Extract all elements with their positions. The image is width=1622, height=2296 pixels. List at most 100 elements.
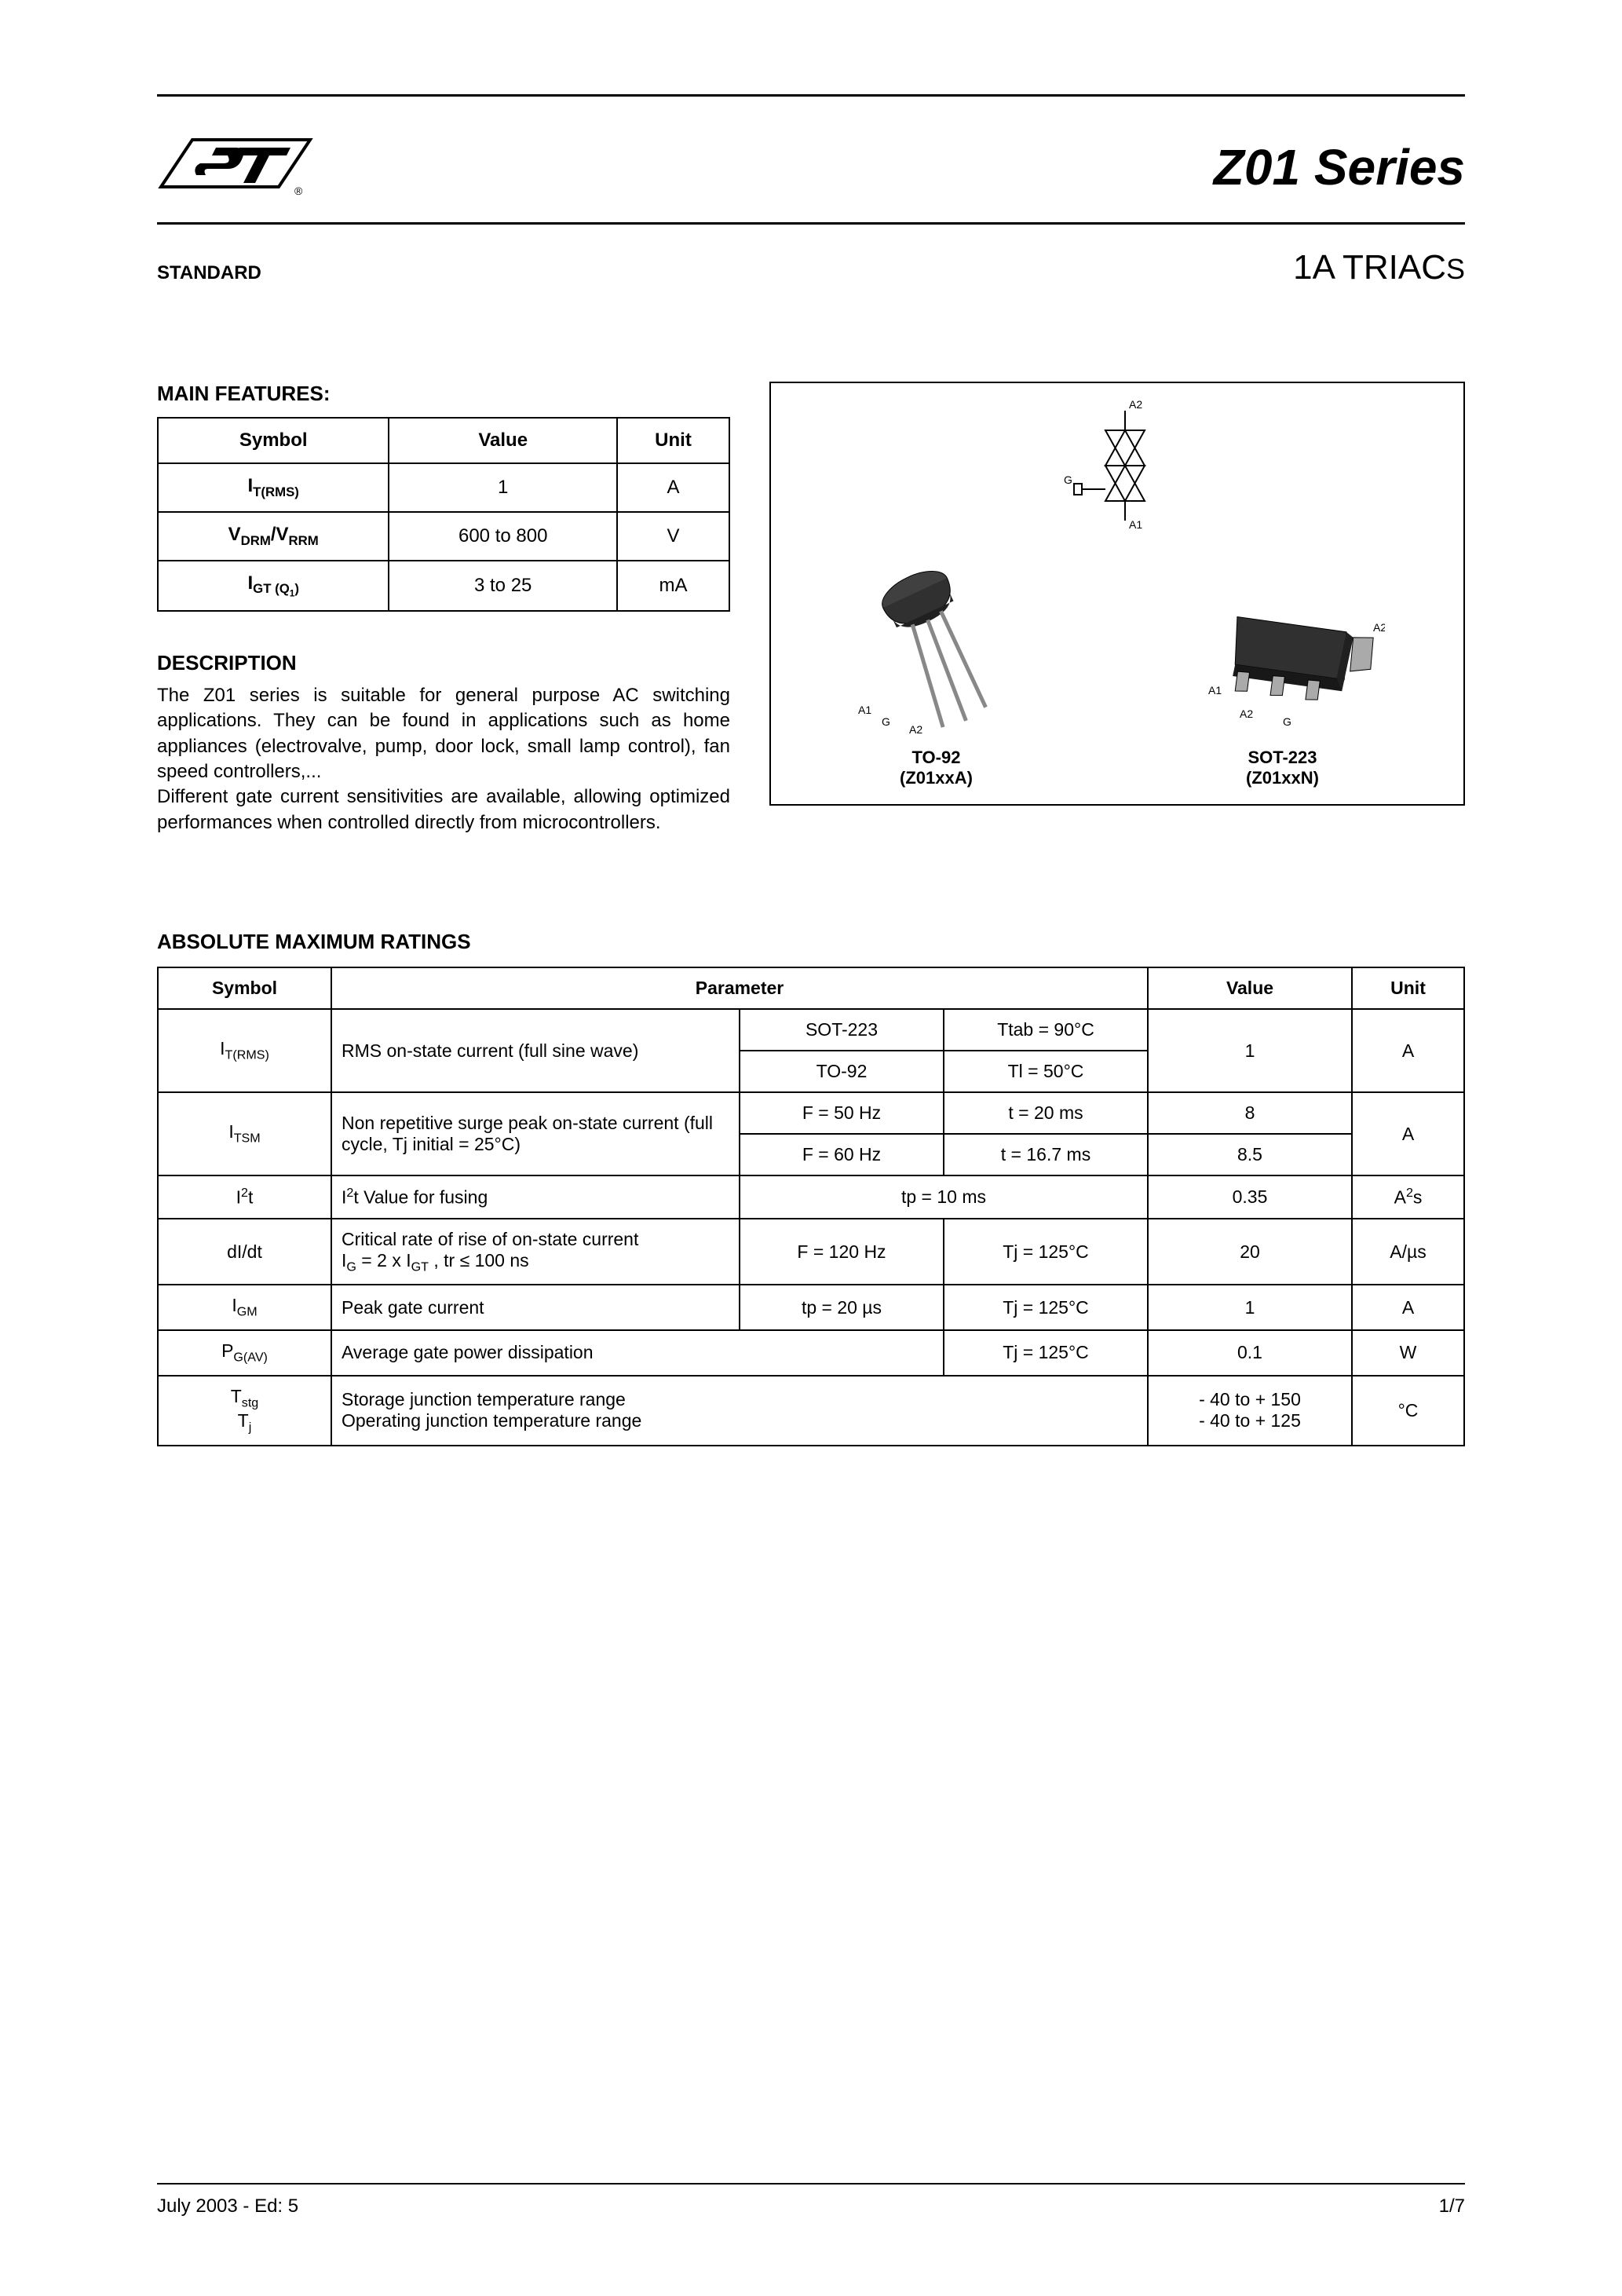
table-row: ITSM Non repetitive surge peak on-state … — [158, 1092, 1464, 1134]
svg-text:®: ® — [294, 185, 303, 197]
table-row: dI/dt Critical rate of rise of on-state … — [158, 1219, 1464, 1285]
cell-param: Storage junction temperature rangeOperat… — [331, 1376, 1148, 1446]
cell-cond: Tj = 125°C — [944, 1219, 1148, 1285]
pin-g: G — [882, 715, 890, 728]
sub-header: STANDARD 1A TRIACS — [157, 248, 1465, 287]
col-symbol: Symbol — [158, 967, 331, 1009]
content-row: MAIN FEATURES: Symbol Value Unit IT(RMS)… — [157, 382, 1465, 835]
cell-unit: A2s — [1352, 1175, 1464, 1219]
col-unit: Unit — [617, 418, 729, 463]
cell-value: 1 — [389, 463, 617, 512]
main-features-table: Symbol Value Unit IT(RMS) 1 A VDRM/VRRM … — [157, 417, 730, 612]
table-row: IT(RMS) RMS on-state current (full sine … — [158, 1009, 1464, 1051]
cell-value: 8.5 — [1148, 1134, 1352, 1175]
cell-cond: Tl = 50°C — [944, 1051, 1148, 1092]
pin-a2-tab: A2 — [1373, 621, 1385, 634]
st-logo: ® — [157, 128, 314, 207]
cell-symbol: ITSM — [158, 1092, 331, 1175]
product-title: Z01 Series — [1214, 138, 1465, 196]
cell-cond: F = 50 Hz — [740, 1092, 944, 1134]
cell-param: Average gate power dissipation — [331, 1330, 944, 1376]
cell-param: Critical rate of rise of on-state curren… — [331, 1219, 740, 1285]
col-symbol: Symbol — [158, 418, 389, 463]
pin-a1-label: A1 — [1129, 518, 1142, 531]
cell-symbol: IGT (Q1) — [158, 561, 389, 611]
cell-value: 3 to 25 — [389, 561, 617, 611]
page-footer: July 2003 - Ed: 5 1/7 — [157, 2183, 1465, 2217]
cell-cond: TO-92 — [740, 1051, 944, 1092]
desc-para1: The Z01 series is suitable for general p… — [157, 685, 730, 782]
col-unit: Unit — [1352, 967, 1464, 1009]
sot223-code: (Z01xxN) — [1181, 768, 1385, 788]
package-diagram-box: A2 G A1 — [769, 382, 1465, 806]
description-heading: DESCRIPTION — [157, 651, 730, 675]
table-row: PG(AV) Average gate power dissipation Tj… — [158, 1330, 1464, 1376]
packages-row: A1 G A2 TO-92 (Z01xxA) — [771, 541, 1463, 788]
main-features-heading: MAIN FEATURES: — [157, 382, 730, 406]
to92-package: A1 G A2 TO-92 (Z01xxA) — [850, 541, 1023, 788]
cell-unit: A — [1352, 1009, 1464, 1092]
cell-unit: A — [1352, 1285, 1464, 1330]
cell-cond: F = 120 Hz — [740, 1219, 944, 1285]
cell-value: 0.35 — [1148, 1175, 1352, 1219]
cell-value: 8 — [1148, 1092, 1352, 1134]
standard-label: STANDARD — [157, 262, 261, 284]
pin-g-label: G — [1064, 473, 1072, 486]
pin-a2: A2 — [909, 723, 922, 736]
to92-code: (Z01xxA) — [850, 768, 1023, 788]
table-row: I2t I2t Value for fusing tp = 10 ms 0.35… — [158, 1175, 1464, 1219]
cell-param: I2t Value for fusing — [331, 1175, 740, 1219]
right-column: A2 G A1 — [769, 382, 1465, 806]
pin-a2-label: A2 — [1129, 399, 1142, 411]
top-rule — [157, 94, 1465, 97]
description-text: The Z01 series is suitable for general p… — [157, 683, 730, 835]
cell-cond: t = 20 ms — [944, 1092, 1148, 1134]
mid-rule — [157, 222, 1465, 225]
cell-value: 1 — [1148, 1009, 1352, 1092]
sot223-package: A1 A2 G A2 SOT-223 (Z01xxN) — [1181, 596, 1385, 788]
footer-date: July 2003 - Ed: 5 — [157, 2195, 298, 2217]
triac-schematic-symbol: A2 G A1 — [1062, 399, 1172, 536]
pin-g: G — [1283, 715, 1291, 728]
cell-param: Non repetitive surge peak on-state curre… — [331, 1092, 740, 1175]
datasheet-page: ® Z01 Series STANDARD 1A TRIACS MAIN FEA… — [0, 0, 1622, 2296]
subtitle-main: 1A TRIAC — [1293, 248, 1446, 287]
cell-value: 1 — [1148, 1285, 1352, 1330]
cell-symbol: PG(AV) — [158, 1330, 331, 1376]
cell-cond: Tj = 125°C — [944, 1285, 1148, 1330]
col-value: Value — [389, 418, 617, 463]
left-column: MAIN FEATURES: Symbol Value Unit IT(RMS)… — [157, 382, 730, 835]
header-row: ® Z01 Series — [157, 112, 1465, 214]
cell-param: RMS on-state current (full sine wave) — [331, 1009, 740, 1092]
cell-symbol: TstgTj — [158, 1376, 331, 1446]
table-row: IGM Peak gate current tp = 20 µs Tj = 12… — [158, 1285, 1464, 1330]
cell-unit: °C — [1352, 1376, 1464, 1446]
footer-page: 1/7 — [1439, 2195, 1465, 2217]
cell-symbol: dI/dt — [158, 1219, 331, 1285]
cell-unit: A/µs — [1352, 1219, 1464, 1285]
to92-name: TO-92 — [850, 748, 1023, 768]
abs-ratings-table: Symbol Parameter Value Unit IT(RMS) RMS … — [157, 967, 1465, 1446]
cell-value: 20 — [1148, 1219, 1352, 1285]
cell-value: 600 to 800 — [389, 512, 617, 561]
cell-unit: A — [617, 463, 729, 512]
pin-a2: A2 — [1240, 707, 1253, 720]
cell-cond: Tj = 125°C — [944, 1330, 1148, 1376]
cell-symbol: IT(RMS) — [158, 1009, 331, 1092]
cell-symbol: I2t — [158, 1175, 331, 1219]
col-parameter: Parameter — [331, 967, 1148, 1009]
cell-cond: SOT-223 — [740, 1009, 944, 1051]
table-row: VDRM/VRRM 600 to 800 V — [158, 512, 729, 561]
cell-symbol: IT(RMS) — [158, 463, 389, 512]
cell-unit: V — [617, 512, 729, 561]
table-row: IT(RMS) 1 A — [158, 463, 729, 512]
cell-value: - 40 to + 150- 40 to + 125 — [1148, 1376, 1352, 1446]
cell-unit: A — [1352, 1092, 1464, 1175]
desc-para2: Different gate current sensitivities are… — [157, 786, 730, 832]
cell-unit: mA — [617, 561, 729, 611]
table-row: TstgTj Storage junction temperature rang… — [158, 1376, 1464, 1446]
cell-unit: W — [1352, 1330, 1464, 1376]
cell-cond: t = 16.7 ms — [944, 1134, 1148, 1175]
col-value: Value — [1148, 967, 1352, 1009]
cell-symbol: IGM — [158, 1285, 331, 1330]
